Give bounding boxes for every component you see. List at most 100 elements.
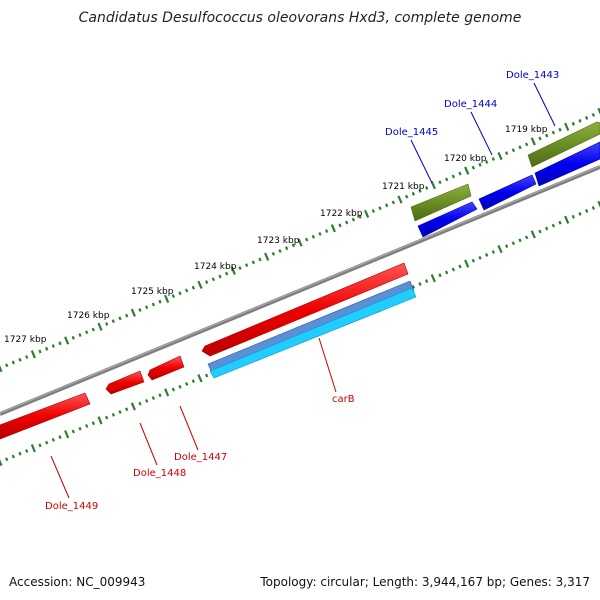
inner-ring-major-tick [64,430,70,439]
label-dole-1445[interactable]: Dole_1445 [385,127,438,138]
inner-ring-minor-tick [511,241,516,246]
label-dole-1448[interactable]: Dole_1448 [133,468,186,479]
outer-ring-minor-tick [138,308,142,312]
outer-ring-minor-tick [511,148,516,153]
inner-ring-major-tick [464,259,470,268]
feature-large-red[interactable] [201,262,409,357]
genome-summary-text: Topology: circular; Length: 3,944,167 bp… [259,575,590,589]
inner-ring-minor-tick [58,435,62,440]
outer-ring-minor-tick [5,363,9,368]
inner-ring-minor-tick [458,264,462,269]
outer-ring-major-tick [364,209,370,219]
outer-tick-ring [0,107,600,373]
feature-carb-cyan[interactable] [209,287,417,379]
outer-ring-minor-tick [111,319,115,324]
feature-dole-1445[interactable] [417,201,478,238]
outer-ring-major-tick [230,266,236,275]
feature-dole-1448[interactable] [105,370,145,395]
outer-ring-minor-tick [218,274,222,279]
outer-ring-minor-tick [91,327,95,332]
inner-ring-minor-tick [438,273,442,278]
outer-ring-minor-tick [125,313,129,318]
outer-ring-minor-tick [11,360,15,365]
feature-dole-1444b[interactable] [478,174,537,211]
outer-ring-minor-tick [591,113,596,117]
outer-ring-minor-tick [338,223,342,228]
inner-ring-major-tick [497,244,503,254]
outer-ring-minor-tick [551,130,556,135]
inner-ring-minor-tick [578,211,582,216]
outer-ring-minor-tick [524,142,529,147]
inner-ring-minor-tick [411,284,416,289]
outer-ring-minor-tick [544,133,549,138]
inner-ring-minor-tick [538,229,542,234]
outer-ring-minor-tick [71,335,75,340]
outer-ring-minor-tick [191,285,196,290]
outer-ring-minor-tick [238,266,242,270]
inner-ring-minor-tick [524,235,529,240]
outer-ring-minor-tick [584,115,589,120]
kbp-label-1719: 1719 kbp [505,125,548,135]
inner-ring-minor-tick [38,443,42,448]
genome-title: Candidatus Desulfococcus oleovorans Hxd3… [79,10,522,26]
inner-ring-major-tick [30,444,36,453]
inner-ring-major-tick [530,230,536,239]
inner-ring-minor-tick [451,267,456,272]
kbp-label-1721: 1721 kbp [382,182,425,192]
outer-ring-minor-tick [38,349,42,354]
label-dole-1449[interactable]: Dole_1449 [45,501,98,512]
feature-dole-1444[interactable] [534,141,600,187]
label-dole-1443[interactable]: Dole_1443 [506,70,559,81]
outer-ring-minor-tick [518,145,522,150]
outer-ring-minor-tick [444,177,449,182]
outer-ring-minor-tick [391,200,396,205]
label-carb[interactable]: carB [332,394,355,405]
inner-ring-minor-tick [491,250,496,254]
feature-carb-blue[interactable] [207,280,415,374]
inner-ring-minor-tick [158,393,162,398]
outer-ring-minor-tick [451,174,456,179]
outer-ring-minor-tick [171,294,176,299]
outer-ring-minor-tick [184,288,189,293]
genome-backbone-highlight [0,165,600,414]
leader-dole-1447 [179,405,199,451]
outer-ring-major-tick [164,294,170,304]
kbp-label-1727: 1727 kbp [4,335,47,345]
feature-dole-1449[interactable] [0,392,91,440]
label-dole-1447[interactable]: Dole_1447 [174,452,227,463]
inner-ring-minor-tick [558,220,562,225]
inner-ring-minor-tick [551,223,556,228]
feature-dole-1445-olive[interactable] [410,183,472,222]
outer-ring-minor-tick [158,299,162,304]
feature-dole-1447[interactable] [147,355,185,381]
leader-carb [318,337,337,393]
outer-ring-minor-tick [51,344,55,348]
outer-ring-major-tick [197,280,203,290]
kbp-label-1725: 1725 kbp [131,287,174,297]
inner-ring-minor-tick [544,226,549,231]
outer-ring-minor-tick [358,214,362,219]
outer-ring-minor-tick [291,243,296,248]
outer-ring-minor-tick [378,206,382,211]
outer-ring-major-tick [464,166,470,175]
inner-ring-minor-tick [144,398,149,403]
outer-ring-minor-tick [224,271,229,276]
label-dole-1444[interactable]: Dole_1444 [444,99,497,110]
leader-dole-1444 [470,111,493,156]
leader-dole-1449 [50,455,70,499]
outer-ring-minor-tick [571,121,576,126]
inner-ring-major-tick [0,459,3,467]
outer-ring-minor-tick [438,180,442,185]
inner-ring-minor-tick [184,382,189,386]
outer-ring-major-tick [530,137,536,146]
kbp-label-1726: 1726 kbp [67,311,110,321]
outer-ring-minor-tick [344,220,349,225]
inner-ring-minor-tick [151,396,156,400]
inner-ring-minor-tick [178,384,182,389]
outer-ring-minor-tick [85,330,89,335]
outer-ring-major-tick [0,365,3,373]
feature-dole-1443[interactable] [527,121,600,168]
inner-ring-minor-tick [504,244,509,249]
kbp-label-1724: 1724 kbp [194,262,237,272]
outer-ring-major-tick [264,252,270,261]
